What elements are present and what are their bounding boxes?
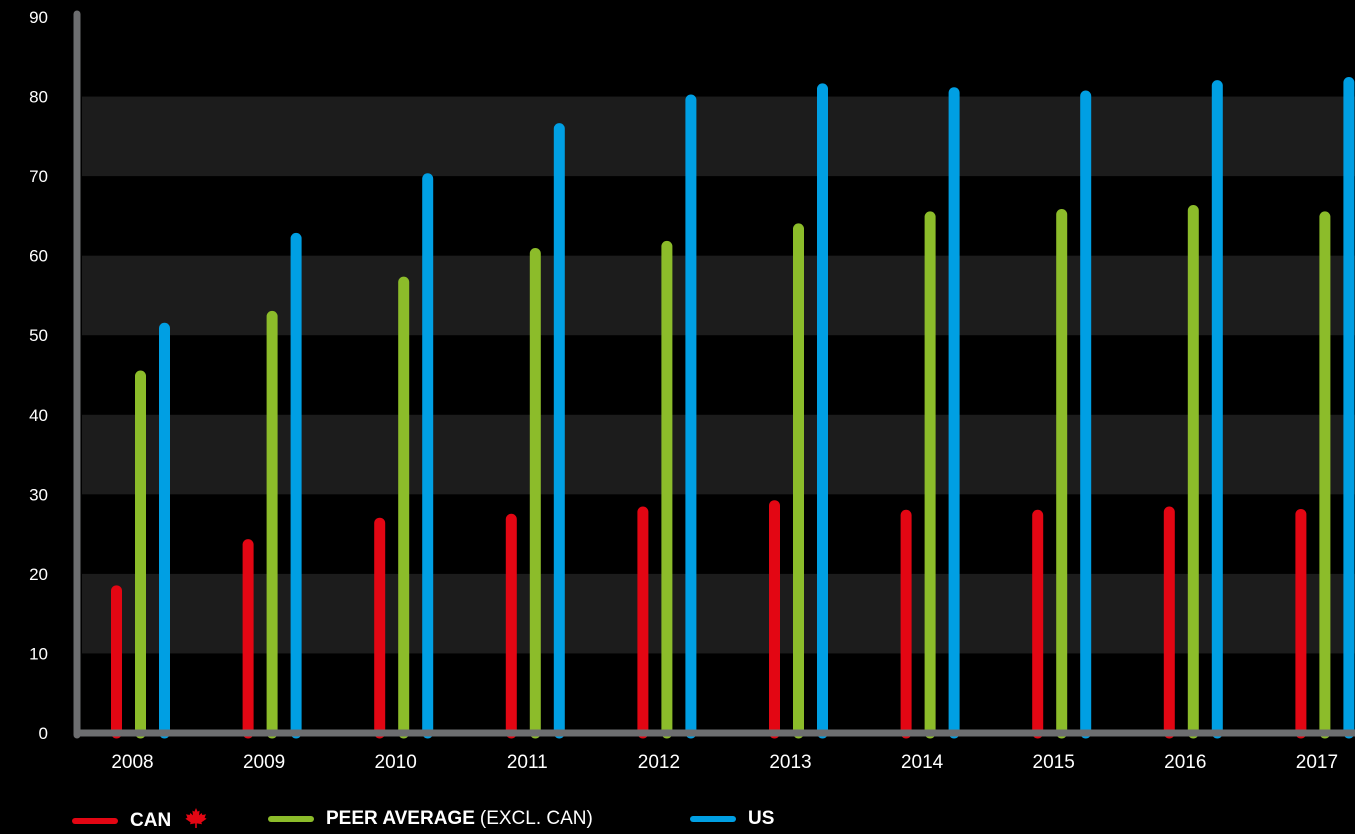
x-tick-label: 2013	[769, 752, 811, 773]
legend: CAN PEER AVERAGE (EXCL. CAN) US	[0, 800, 1355, 831]
x-tick-label: 2011	[507, 752, 548, 773]
axes	[73, 10, 1355, 739]
y-tick-label: 20	[29, 565, 48, 584]
maple-leaf-icon	[185, 808, 207, 834]
legend-swatch-peer	[268, 816, 314, 822]
x-tick-label: 2016	[1164, 752, 1206, 773]
x-tick-label: 2015	[1033, 752, 1075, 773]
legend-item-us: US	[690, 808, 774, 830]
x-tick-label: 2009	[243, 752, 285, 773]
y-tick-label: 50	[29, 326, 48, 345]
legend-swatch-can	[72, 818, 118, 824]
bar-chart: 0 10 20 30 40 50 60 70 80 90 2008 2009 2010 2011 2012…	[29, 8, 1355, 773]
y-tick-label: 90	[29, 8, 48, 27]
legend-swatch-us	[690, 816, 736, 822]
grid-band	[82, 96, 1355, 177]
y-tick-label: 0	[39, 724, 48, 743]
grid-bands	[82, 96, 1355, 654]
x-tick-label: 2008	[111, 752, 153, 773]
y-tick-label: 10	[29, 644, 48, 663]
legend-item-can: CAN	[72, 808, 207, 834]
legend-label-us: US	[748, 808, 775, 829]
legend-label-peer-suffix: (EXCL. CAN)	[479, 808, 593, 829]
x-tick-label: 2017	[1296, 752, 1338, 773]
y-tick-label: 30	[29, 485, 48, 504]
x-tick-label: 2012	[638, 752, 680, 773]
legend-item-peer: PEER AVERAGE (EXCL. CAN)	[268, 808, 593, 830]
x-axis-ticks: 2008 2009 2010 2011 2012 2013 2014 2015 2016 2017	[111, 752, 1338, 773]
y-axis-ticks: 0 10 20 30 40 50 60 70 80 90	[29, 8, 48, 743]
x-tick-label: 2014	[901, 752, 944, 773]
y-tick-label: 80	[29, 88, 48, 107]
x-tick-label: 2010	[375, 752, 417, 773]
y-tick-label: 70	[29, 167, 48, 186]
y-tick-label: 60	[29, 247, 48, 266]
legend-label-can: CAN	[130, 810, 172, 831]
y-tick-label: 40	[29, 406, 48, 425]
bars	[111, 76, 1355, 739]
legend-label-peer: PEER AVERAGE	[326, 808, 475, 829]
